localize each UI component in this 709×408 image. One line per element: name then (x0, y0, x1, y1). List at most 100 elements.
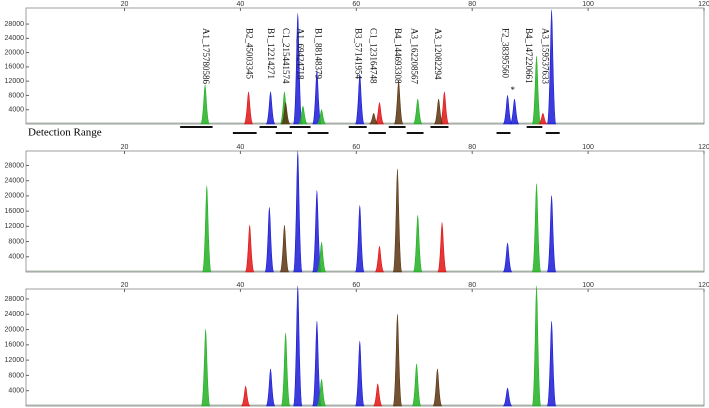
allele-label: C1_123164748 (368, 28, 378, 84)
allele-label: A1_69424718 (295, 28, 305, 80)
peak (374, 245, 385, 273)
allele-label: A1_175780586 (201, 28, 211, 84)
y-tick-label: 4000 (8, 388, 24, 395)
peak (292, 150, 303, 273)
peak (200, 84, 210, 125)
peak (372, 383, 383, 407)
y-tick-label: 16000 (5, 342, 25, 349)
allele-label: B2_45003345 (244, 28, 254, 80)
peak (316, 378, 327, 407)
peak (439, 91, 450, 125)
peak (292, 13, 303, 125)
y-tick-label: 4000 (8, 107, 24, 114)
y-tick-label: 24000 (5, 311, 25, 318)
x-tick-label: 20 (121, 144, 129, 151)
x-tick-label: 20 (121, 282, 129, 289)
peak (244, 224, 255, 273)
marker: * (511, 85, 516, 95)
y-tick-label: 16000 (5, 208, 25, 215)
x-tick-label: 100 (582, 282, 594, 289)
peak (374, 102, 385, 125)
peak (546, 9, 557, 125)
peak (546, 320, 557, 407)
peak (411, 363, 422, 407)
peak (531, 55, 542, 125)
allele-label: A3_12082294 (433, 28, 443, 80)
x-tick-label: 120 (698, 1, 709, 8)
peak (412, 215, 423, 273)
y-tick-label: 24000 (5, 35, 25, 42)
allele-label: B1_12214271 (266, 28, 276, 79)
x-tick-label: 60 (352, 282, 360, 289)
peak (432, 368, 443, 407)
x-tick-label: 20 (121, 1, 129, 8)
peak (392, 313, 403, 407)
peak (412, 98, 423, 125)
peak (354, 205, 365, 273)
peak (502, 242, 513, 273)
panel-frame (25, 288, 705, 407)
peak (354, 340, 365, 407)
x-tick-label: 120 (698, 144, 709, 151)
allele-label: B1_88148379 (313, 28, 323, 80)
peak (200, 328, 211, 407)
peak (202, 185, 212, 273)
x-tick-label: 80 (468, 1, 476, 8)
y-tick-label: 12000 (5, 78, 25, 85)
peak (264, 207, 275, 273)
peak (531, 285, 542, 407)
x-tick-label: 40 (237, 144, 245, 151)
peak (316, 109, 327, 125)
peak (392, 168, 403, 273)
x-tick-label: 80 (468, 144, 476, 151)
y-tick-label: 20000 (5, 326, 25, 333)
y-tick-label: 16000 (5, 64, 25, 71)
peak (546, 195, 557, 273)
allele-label: B3_57141954 (353, 28, 363, 80)
peak (369, 112, 379, 125)
peak (502, 95, 513, 125)
peak (292, 285, 303, 407)
y-tick-label: 12000 (5, 223, 25, 230)
peak (509, 98, 520, 125)
peak (538, 112, 548, 125)
peak (354, 73, 365, 125)
allele-label: C1_215441574 (281, 28, 291, 84)
y-tick-label: 12000 (5, 357, 25, 364)
allele-label: B4_144693308 (393, 28, 403, 84)
x-tick-label: 40 (237, 282, 245, 289)
x-tick-label: 60 (352, 144, 360, 151)
y-tick-label: 8000 (8, 372, 24, 379)
peak (279, 224, 290, 273)
allele-label: F2_38395560 (501, 28, 511, 79)
y-tick-label: 20000 (5, 49, 25, 56)
y-tick-label: 8000 (8, 238, 24, 245)
peak (437, 222, 447, 273)
panel-frame (25, 150, 705, 273)
x-tick-label: 60 (352, 1, 360, 8)
x-tick-label: 100 (582, 144, 594, 151)
peak (298, 105, 308, 125)
x-tick-label: 40 (237, 1, 245, 8)
range-label: Detection Range (28, 127, 102, 139)
peak (280, 102, 291, 125)
peak (280, 332, 291, 407)
peak (433, 98, 444, 125)
y-tick-label: 4000 (8, 254, 24, 261)
y-tick-label: 28000 (5, 296, 25, 303)
peak (243, 91, 254, 125)
peak (393, 80, 404, 125)
y-tick-label: 8000 (8, 92, 24, 99)
peak (316, 242, 327, 273)
peak (265, 368, 276, 407)
allele-label: A3_162208567 (410, 28, 420, 84)
x-tick-label: 100 (582, 1, 594, 8)
y-tick-label: 20000 (5, 193, 25, 200)
y-tick-label: 28000 (5, 162, 25, 169)
y-tick-label: 24000 (5, 178, 25, 185)
peak (265, 91, 276, 125)
allele-label: B4_147220661 (524, 28, 534, 84)
x-tick-label: 120 (698, 282, 709, 289)
y-tick-label: 28000 (5, 21, 25, 28)
